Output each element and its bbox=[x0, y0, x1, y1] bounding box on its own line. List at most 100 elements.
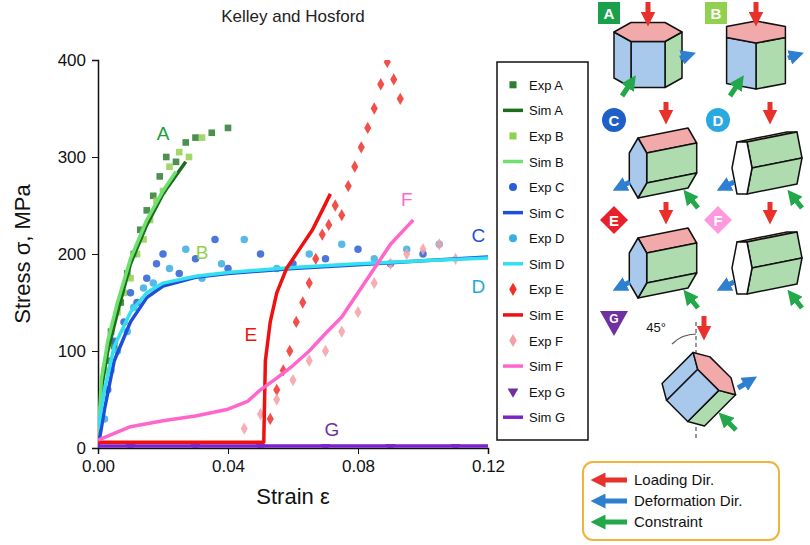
legend-label: Sim B bbox=[529, 155, 564, 170]
curve-label: G bbox=[325, 419, 340, 440]
data-point bbox=[186, 154, 193, 161]
direction-arrow bbox=[622, 84, 630, 96]
x-tick-mark bbox=[228, 448, 229, 454]
crystal-panel: F bbox=[704, 202, 802, 308]
sim-line bbox=[98, 220, 413, 440]
direction-arrow bbox=[690, 198, 698, 208]
data-point bbox=[225, 125, 232, 132]
legend-label: Exp D bbox=[529, 231, 564, 246]
panel-label: A bbox=[604, 5, 615, 22]
badge-shape bbox=[705, 2, 727, 24]
badge-shape bbox=[598, 2, 620, 24]
legend-label: Sim C bbox=[529, 206, 564, 221]
legend-swatch bbox=[503, 364, 523, 368]
data-point bbox=[345, 180, 352, 192]
legend-label: Sim A bbox=[529, 103, 563, 118]
data-point bbox=[322, 345, 329, 357]
y-tick-mark bbox=[92, 254, 98, 255]
direction-arrow bbox=[726, 282, 734, 286]
crystal-face bbox=[756, 38, 785, 90]
legend: Exp ASim AExp BSim BExp CSim CExp DSim D… bbox=[497, 62, 588, 440]
data-point bbox=[403, 248, 410, 260]
direction-arrow bbox=[726, 420, 736, 430]
y-tick-mark bbox=[92, 448, 98, 449]
key-label: Loading Dir. bbox=[634, 471, 714, 488]
crystal-face bbox=[747, 258, 802, 294]
crystal-panel: C bbox=[602, 102, 698, 208]
legend-item: Exp B bbox=[509, 129, 563, 144]
data-point bbox=[199, 134, 206, 141]
y-tick-label: 400 bbox=[58, 51, 86, 70]
legend-item: Sim G bbox=[503, 410, 565, 425]
data-point bbox=[319, 228, 326, 240]
legend-item: Exp G bbox=[508, 385, 565, 400]
angle-arc bbox=[672, 334, 696, 344]
legend-swatch bbox=[508, 389, 519, 398]
crystal-diagrams: ABCDEF45°G bbox=[598, 2, 802, 440]
direction-arrow bbox=[754, 2, 759, 16]
y-tick: 400 bbox=[58, 51, 98, 70]
data-point bbox=[166, 163, 173, 170]
data-point bbox=[140, 284, 147, 291]
direction-arrow bbox=[622, 182, 630, 186]
panel-badge: C bbox=[602, 108, 626, 132]
badge-shape bbox=[706, 108, 730, 132]
x-tick: 0.04 bbox=[212, 448, 245, 476]
x-axis: 0.000.040.080.12 bbox=[82, 448, 505, 476]
legend-item: Sim F bbox=[503, 359, 563, 374]
x-tick: 0.08 bbox=[342, 448, 375, 476]
plot-area bbox=[98, 60, 488, 448]
chart-root: Kelley and Hosford0.000.040.080.12010020… bbox=[0, 0, 810, 545]
direction-arrow bbox=[680, 56, 686, 58]
y-tick-label: 200 bbox=[58, 245, 86, 264]
direction-arrow bbox=[622, 282, 630, 286]
key-label: Constraint bbox=[634, 513, 703, 530]
direction-arrow bbox=[738, 382, 748, 388]
sim-line bbox=[98, 257, 488, 448]
curve-label: F bbox=[401, 189, 413, 210]
data-point bbox=[397, 93, 404, 105]
x-tick-label: 0.12 bbox=[472, 457, 505, 476]
curve-label: D bbox=[471, 276, 485, 297]
crystal-face bbox=[747, 158, 802, 194]
data-point bbox=[192, 134, 199, 141]
key-arrow bbox=[601, 499, 627, 504]
data-point bbox=[241, 422, 248, 434]
data-point bbox=[182, 139, 189, 146]
annotations: ABCDEFG bbox=[157, 123, 485, 441]
panel-badge: E bbox=[600, 206, 628, 234]
x-axis-line bbox=[99, 449, 489, 455]
x-tick-label: 0.04 bbox=[212, 457, 245, 476]
curve-label: A bbox=[157, 123, 170, 144]
data-point bbox=[351, 161, 358, 173]
legend-item: Sim D bbox=[503, 257, 564, 272]
y-tick-label: 0 bbox=[77, 439, 86, 458]
y-tick: 0 bbox=[77, 439, 98, 458]
crystal-top bbox=[687, 346, 742, 401]
x-tick-mark bbox=[358, 448, 359, 454]
data-point bbox=[166, 265, 173, 272]
legend-item: Sim B bbox=[503, 155, 564, 170]
data-point bbox=[419, 243, 426, 255]
legend-swatch bbox=[503, 415, 523, 419]
data-point bbox=[371, 102, 378, 114]
data-point bbox=[208, 129, 215, 136]
scatter-series bbox=[101, 125, 231, 394]
legend-swatch bbox=[509, 132, 516, 139]
panel-badge: F bbox=[704, 206, 732, 234]
legend-swatch bbox=[503, 109, 523, 113]
data-point bbox=[218, 260, 225, 267]
legend-item: Exp A bbox=[509, 78, 563, 93]
data-point bbox=[257, 250, 264, 257]
key-box bbox=[583, 462, 779, 540]
legend-label: Exp B bbox=[529, 129, 564, 144]
y-tick-mark bbox=[92, 60, 98, 61]
data-point bbox=[211, 236, 218, 243]
direction-arrow bbox=[788, 56, 794, 58]
data-point bbox=[156, 173, 163, 180]
panel-badge: D bbox=[706, 108, 730, 132]
panel-label: C bbox=[609, 112, 620, 129]
crystal-face bbox=[727, 38, 756, 90]
data-point bbox=[306, 250, 313, 257]
direction-arrow bbox=[702, 316, 707, 330]
